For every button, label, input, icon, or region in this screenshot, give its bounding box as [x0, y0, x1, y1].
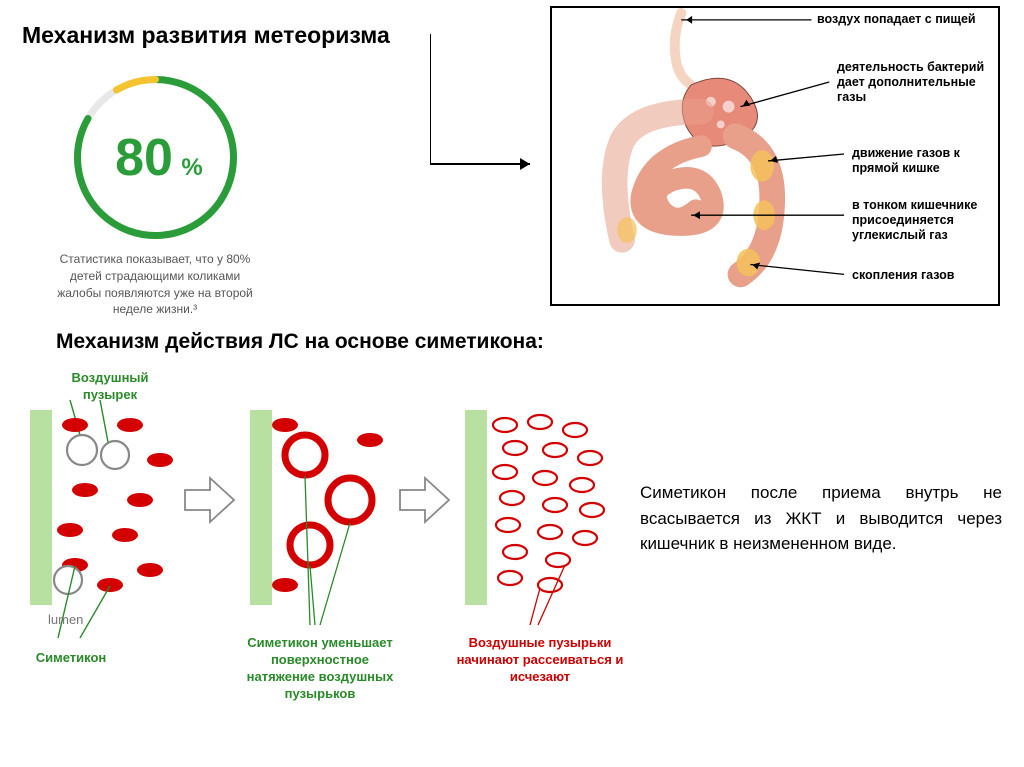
simethicone-svg — [10, 370, 650, 640]
lumen-label: lumen — [48, 612, 108, 629]
stat-unit: % — [181, 154, 202, 181]
stat-value: 80 — [115, 129, 173, 187]
anatomy-label-3: движение газов к прямой кишке — [852, 146, 1000, 176]
stat-caption: Статистика показывает, что у 80% детей с… — [45, 251, 265, 318]
stat-block: 80 % Статистика показывает, что у 80% де… — [45, 70, 265, 318]
anatomy-label-1: воздух попадает с пищей — [817, 12, 995, 27]
anatomy-label-4: в тонком кишечнике присоединяется углеки… — [852, 198, 1000, 243]
bubble-label: Воздушный пузырек — [45, 370, 175, 404]
anatomy-panel: воздух попадает с пищей деятельность бак… — [550, 6, 1000, 306]
stat-ring: 80 % — [68, 70, 243, 245]
simethicone-mechanism: Воздушный пузырек lumen Симетикон Симети… — [10, 370, 650, 750]
section-subtitle: Механизм действия ЛС на основе симетикон… — [56, 330, 544, 354]
panel2-caption: Симетикон уменьшает поверхностное натяже… — [235, 635, 405, 703]
anatomy-label-2: деятельность бактерий дает дополнительны… — [837, 60, 999, 105]
arrow-connector — [430, 34, 550, 174]
panel3-caption: Воздушные пузырьки начинают рассеиваться… — [455, 635, 625, 686]
simethicone-label: Симетикон — [16, 650, 126, 667]
anatomy-label-5: скопления газов — [852, 268, 1000, 283]
paragraph: Симетикон после приема внутрь не всасыва… — [640, 480, 1002, 557]
page-title: Механизм развития метеоризма — [22, 22, 390, 49]
